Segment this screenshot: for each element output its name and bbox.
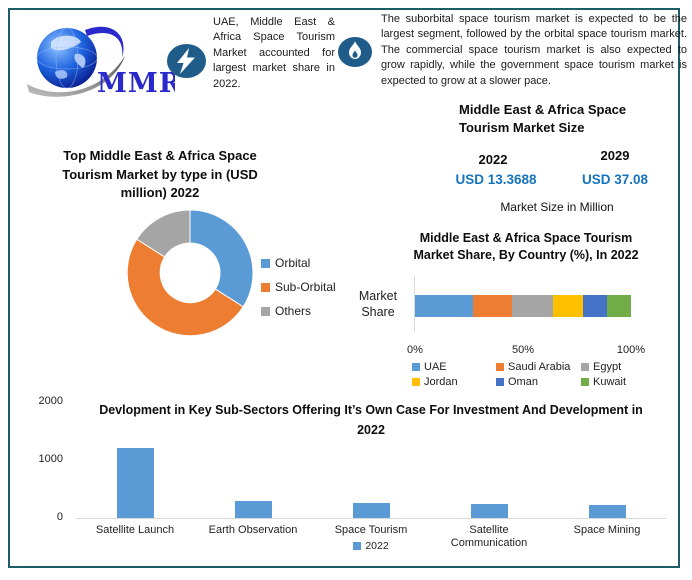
legend-swatch-saudi-arabia bbox=[496, 363, 504, 371]
market-size-caption: Market Size in Million bbox=[500, 200, 614, 214]
stack-tick-100: 100% bbox=[616, 344, 646, 356]
stack-segment-uae bbox=[415, 295, 474, 317]
country-share-axis-line bbox=[414, 276, 415, 332]
legend-label-others: Others bbox=[275, 304, 312, 318]
legend-swatch-kuwait bbox=[581, 378, 589, 386]
lightning-glyph bbox=[177, 48, 195, 74]
globe-gridline-h bbox=[36, 46, 98, 70]
market-size-year-2022: 2022 bbox=[478, 152, 508, 167]
legend-swatch-uae bbox=[412, 363, 420, 371]
legend-swatch-oman bbox=[496, 378, 504, 386]
legend-swatch-orbital bbox=[261, 258, 270, 268]
stack-tick-0: 0% bbox=[407, 344, 423, 356]
legend-item-egypt: Egypt bbox=[581, 361, 643, 373]
stack-segment-saudi-arabia bbox=[473, 295, 513, 317]
legend-item-2022: 2022 bbox=[353, 540, 389, 552]
stack-segment-oman bbox=[583, 295, 608, 317]
subsector-x-labels: Satellite Launch Earth Observation Space T… bbox=[76, 524, 666, 550]
donut-legend: Orbital Sub-Orbital Others bbox=[261, 256, 336, 328]
country-share-stacked-bar bbox=[415, 295, 631, 317]
stack-segment-egypt bbox=[512, 295, 554, 317]
donut-chart-title: Top Middle East & Africa Space Tourism M… bbox=[62, 148, 258, 200]
subsector-bar-satellite-launch bbox=[116, 448, 154, 518]
subsector-label-space-mining: Space Mining bbox=[573, 524, 641, 536]
market-size-value-2029: USD 37.08 bbox=[581, 172, 649, 187]
legend-item-saudi-arabia: Saudi Arabia bbox=[496, 361, 581, 373]
legend-label-2022: 2022 bbox=[365, 540, 389, 552]
legend-item-uae: UAE bbox=[412, 361, 496, 373]
legend-swatch-2022 bbox=[353, 542, 362, 550]
legend-swatch-jordan bbox=[412, 378, 420, 386]
market-size-value-2022: USD 13.3688 bbox=[455, 172, 537, 187]
legend-item-orbital: Orbital bbox=[261, 256, 336, 270]
country-share-axis-label: Market Share bbox=[358, 289, 398, 319]
subsector-label-earth-observation: Earth Observation bbox=[208, 524, 298, 536]
subsector-bar-earth-observation bbox=[234, 500, 272, 518]
subsector-legend: 2022 bbox=[76, 540, 666, 552]
subsector-ytick-0: 0 bbox=[56, 511, 63, 523]
legend-swatch-others bbox=[261, 306, 270, 316]
globe-continent-2 bbox=[74, 53, 86, 68]
globe-gridline-v bbox=[55, 27, 79, 89]
legend-swatch-egypt bbox=[581, 363, 589, 371]
subsector-ytick-2000: 2000 bbox=[38, 395, 63, 407]
donut-slice-sub-orbital bbox=[126, 238, 244, 337]
subsector-label-space-tourism: Space Tourism bbox=[334, 524, 408, 536]
donut-chart bbox=[126, 209, 254, 337]
stack-segment-jordan bbox=[553, 295, 584, 317]
flame-icon bbox=[338, 37, 372, 67]
legend-swatch-sub-orbital bbox=[261, 282, 270, 292]
legend-item-others: Others bbox=[261, 304, 336, 318]
logo-swoosh-gray bbox=[27, 56, 125, 97]
legend-item-kuwait: Kuwait bbox=[581, 376, 643, 388]
legend-item-oman: Oman bbox=[496, 376, 581, 388]
country-share-title: Middle East & Africa Space Tourism Marke… bbox=[413, 231, 639, 262]
callout-uae-text: UAE, Middle East & Africa Space Tourism … bbox=[213, 16, 335, 90]
legend-label-sub-orbital: Sub-Orbital bbox=[275, 280, 336, 294]
stack-tick-50: 50% bbox=[511, 344, 535, 356]
subsector-bar-space-mining bbox=[588, 505, 626, 518]
legend-label-oman: Oman bbox=[508, 376, 538, 388]
mmr-logo: MMR bbox=[25, 20, 181, 104]
lightning-icon bbox=[167, 44, 206, 78]
market-size-title: Middle East & Africa Space Tourism Marke… bbox=[459, 102, 627, 135]
legend-item-jordan: Jordan bbox=[412, 376, 496, 388]
legend-label-kuwait: Kuwait bbox=[593, 376, 627, 388]
donut-slice-others bbox=[136, 209, 191, 258]
donut-slice-orbital bbox=[189, 209, 254, 308]
subsector-label-satellite-communication: Satellite Communication bbox=[450, 524, 528, 549]
subsector-bar-satellite-communication bbox=[470, 504, 508, 518]
legend-label-egypt: Egypt bbox=[593, 361, 622, 373]
subsector-plot-area bbox=[76, 402, 666, 518]
legend-item-sub-orbital: Sub-Orbital bbox=[261, 280, 336, 294]
mmr-logo-graphic: MMR bbox=[27, 26, 181, 99]
subsector-baseline bbox=[76, 518, 666, 519]
subsector-bar-space-tourism bbox=[352, 502, 390, 518]
subsector-label-satellite-launch: Satellite Launch bbox=[95, 524, 175, 536]
callout-suborbital-text: The suborbital space tourism market is e… bbox=[381, 13, 687, 87]
country-share-legend: UAE Saudi Arabia Egypt Jordan Oman Kuwait bbox=[412, 361, 652, 388]
stack-segment-kuwait bbox=[607, 295, 631, 317]
legend-label-saudi-arabia: Saudi Arabia bbox=[508, 361, 571, 373]
logo-swoosh-blue bbox=[85, 26, 124, 58]
market-size-year-2029: 2029 bbox=[600, 148, 630, 163]
subsector-chart-title: Devlopment in Key Sub-Sectors Offering I… bbox=[99, 403, 643, 437]
legend-label-uae: UAE bbox=[424, 361, 447, 373]
subsector-ytick-1000: 1000 bbox=[38, 453, 63, 465]
flame-glyph bbox=[349, 41, 361, 59]
legend-label-jordan: Jordan bbox=[424, 376, 458, 388]
legend-label-orbital: Orbital bbox=[275, 256, 311, 270]
logo-text: MMR bbox=[97, 68, 175, 99]
